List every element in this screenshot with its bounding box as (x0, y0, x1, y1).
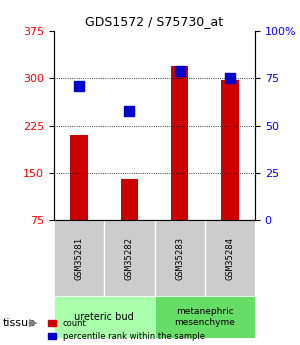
Point (77, 83, 82, 89)
Text: tissue: tissue (3, 318, 36, 327)
Point (227, 76, 232, 81)
FancyBboxPatch shape (154, 296, 255, 338)
Text: GSM35284: GSM35284 (225, 237, 234, 280)
Text: GSM35282: GSM35282 (125, 237, 134, 280)
FancyBboxPatch shape (205, 220, 255, 296)
Bar (221, 80, 239, 220)
Bar (121, 179, 138, 220)
Bar (70, 135, 88, 220)
Legend: count, percentile rank within the sample: count, percentile rank within the sample (46, 317, 206, 343)
Text: GSM35281: GSM35281 (75, 237, 84, 280)
FancyBboxPatch shape (154, 220, 205, 296)
Text: ureteric bud: ureteric bud (74, 312, 134, 322)
Point (177, 68, 182, 73)
FancyBboxPatch shape (54, 296, 154, 338)
Text: ▶: ▶ (28, 318, 37, 327)
FancyBboxPatch shape (104, 220, 154, 296)
FancyBboxPatch shape (54, 220, 104, 296)
Bar (171, 66, 188, 220)
Point (127, 108, 132, 113)
Text: GSM35283: GSM35283 (175, 237, 184, 280)
Title: GDS1572 / S75730_at: GDS1572 / S75730_at (85, 16, 224, 29)
Text: metanephric
mesenchyme: metanephric mesenchyme (174, 307, 235, 327)
